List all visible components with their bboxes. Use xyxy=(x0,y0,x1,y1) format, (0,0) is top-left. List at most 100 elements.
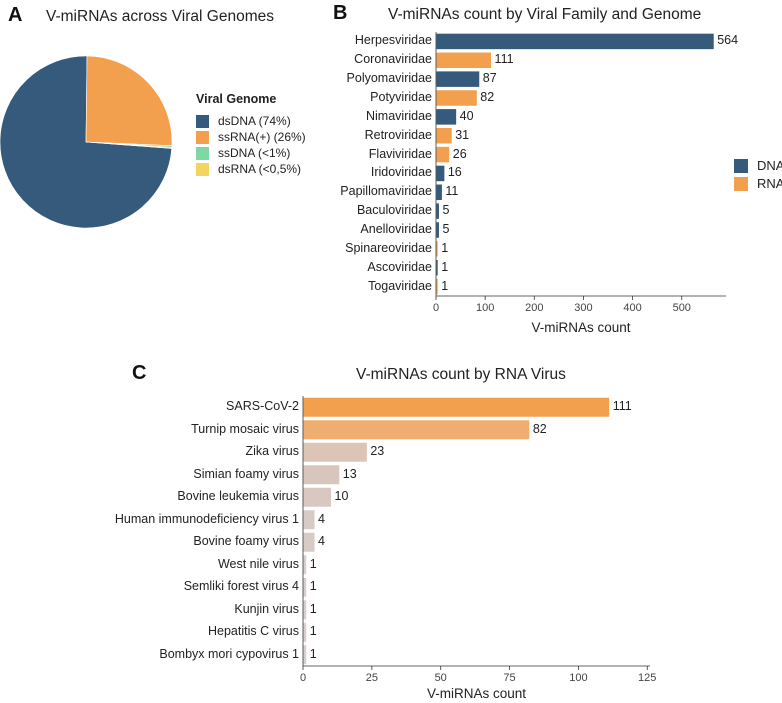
family-value-label: 1 xyxy=(441,278,449,293)
family-bar-spinareoviridae xyxy=(436,241,438,257)
family-value-label: 82 xyxy=(480,90,495,104)
family-bar-ascoviridae xyxy=(436,259,438,276)
rna-virus-bar-west-nile-virus xyxy=(303,555,307,575)
pie-legend-label: dsRNA (<0,5%) xyxy=(218,162,302,176)
family-legend-swatch xyxy=(734,176,748,191)
rna-virus-category-label: West nile virus xyxy=(217,556,299,571)
rna-virus-x-tick-label: 100 xyxy=(569,672,588,684)
pie-legend-item-ssrna-26: ssRNA(+) (26%) xyxy=(196,130,306,144)
rna-virus-category-label: Kunjin virus xyxy=(234,601,299,616)
family-bar-potyviridae xyxy=(436,90,477,106)
rna-virus-category-label: Zika virus xyxy=(245,444,299,459)
pie-legend-item-dsdna-74: dsDNA (74%) xyxy=(196,114,291,128)
family-bar-retroviridae xyxy=(436,127,452,144)
family-category-label: Baculoviridae xyxy=(356,203,432,218)
rna-virus-x-axis-title: V-miRNAs count xyxy=(426,686,527,701)
pie-legend-swatch xyxy=(196,114,209,128)
family-legend-item-dna: DNA xyxy=(734,158,782,173)
family-legend-item-rna: RNA xyxy=(734,176,782,191)
family-bar-polyomaviridae xyxy=(436,71,480,87)
family-x-tick-label: 400 xyxy=(623,302,642,314)
rna-virus-x-tick-label: 75 xyxy=(503,672,516,684)
family-bar-papillomaviridae xyxy=(436,184,442,201)
family-category-label: Togaviridae xyxy=(368,278,432,293)
rna-virus-category-label: Turnip mosaic virus xyxy=(191,421,299,436)
family-chart-title: V-miRNAs count by Viral Family and Genom… xyxy=(388,6,702,23)
rna-virus-value-label: 4 xyxy=(318,511,325,526)
family-value-label: 16 xyxy=(447,165,462,180)
family-legend-label: DNA xyxy=(757,158,782,173)
pie-slice-ssrna-26 xyxy=(85,55,173,147)
rna-virus-x-tick-label: 25 xyxy=(365,672,378,684)
family-category-label: Anelloviridae xyxy=(360,222,432,236)
pie-legend-swatch xyxy=(196,130,209,144)
rna-virus-bar-simian-foamy-virus xyxy=(303,465,340,485)
pie-legend-label: ssDNA (<1%) xyxy=(218,146,291,160)
pie-legend-item-ssdna-1: ssDNA (<1%) xyxy=(196,146,290,160)
pie-legend-swatch xyxy=(196,162,209,176)
rna-virus-bar-bombyx-mori-cypovirus-1 xyxy=(303,645,307,665)
family-value-label: 11 xyxy=(445,184,459,199)
family-x-axis-title: V-miRNAs count xyxy=(531,320,631,335)
pie-legend-label: ssRNA(+) (26%) xyxy=(218,130,306,144)
family-category-label: Potyviridae xyxy=(370,90,432,104)
family-value-label: 31 xyxy=(455,127,470,142)
family-bar-togaviridae xyxy=(436,278,438,295)
family-x-tick-label: 200 xyxy=(525,302,544,314)
family-x-tick-label: 500 xyxy=(672,302,691,314)
rna-virus-value-label: 1 xyxy=(309,646,317,661)
rna-virus-bar-hepatitis-c-virus xyxy=(303,622,307,642)
family-value-label: 87 xyxy=(482,71,497,86)
family-x-tick-label: 300 xyxy=(574,302,593,314)
family-legend-label: RNA xyxy=(757,176,782,191)
rna-virus-value-label: 1 xyxy=(309,601,317,616)
family-bar-anelloviridae xyxy=(436,222,439,238)
rna-virus-x-tick-label: 0 xyxy=(299,672,307,684)
rna-virus-value-label: 1 xyxy=(309,624,317,639)
family-category-label: Flaviviridae xyxy=(368,146,432,161)
family-category-label: Polyomaviridae xyxy=(346,71,432,86)
family-bar-flaviviridae xyxy=(436,146,450,163)
family-x-tick-label: 100 xyxy=(475,302,495,314)
family-category-label: Retroviridae xyxy=(364,127,432,142)
rna-virus-bar-turnip-mosaic-virus xyxy=(303,420,530,440)
family-category-label: Spinareoviridae xyxy=(345,240,432,255)
rna-virus-bar-zika-virus xyxy=(303,442,367,462)
family-category-label: Herpesviridae xyxy=(354,33,432,48)
family-value-label: 564 xyxy=(717,33,739,48)
rna-virus-category-label: Bombyx mori cypovirus 1 xyxy=(159,646,299,661)
rna-virus-category-label: Simian foamy virus xyxy=(193,466,299,481)
panel-letter-c: C xyxy=(132,362,147,384)
family-bar-herpesviridae xyxy=(436,33,714,50)
family-bar-coronaviridae xyxy=(436,52,492,69)
rna-virus-bar-kunjin-virus xyxy=(303,600,307,620)
rna-virus-bar-human-immunodeficiency-virus-1 xyxy=(303,510,315,530)
family-category-label: Coronaviridae xyxy=(354,52,432,67)
rna-virus-value-label: 23 xyxy=(370,444,385,459)
rna-virus-category-label: Hepatitis C virus xyxy=(208,624,299,639)
rna-virus-bar-sars-cov-2 xyxy=(303,397,610,417)
rna-virus-bar-bovine-leukemia-virus xyxy=(303,487,332,507)
family-category-label: Ascoviridae xyxy=(367,259,432,274)
family-category-label: Nimaviridae xyxy=(366,108,432,123)
family-legend-swatch xyxy=(734,158,748,173)
rna-virus-value-label: 4 xyxy=(318,534,325,549)
pie-legend-swatch xyxy=(196,146,209,160)
pie-legend-item-dsrna-0-5: dsRNA (<0,5%) xyxy=(196,162,301,176)
pie-legend-title: Viral Genome xyxy=(196,92,277,106)
panel-letter-a: A xyxy=(8,4,23,26)
family-x-tick-label: 0 xyxy=(432,302,440,314)
family-bar-iridoviridae xyxy=(436,165,445,182)
pie-legend-label: dsDNA (74%) xyxy=(218,114,291,128)
pie-chart xyxy=(0,55,173,229)
family-bar-baculoviridae xyxy=(436,203,439,219)
rna-virus-category-label: Bovine foamy virus xyxy=(193,534,299,549)
rna-virus-value-label: 1 xyxy=(309,579,317,594)
rna-virus-x-tick-label: 50 xyxy=(434,672,447,684)
pie-chart-title: V-miRNAs across Viral Genomes xyxy=(46,8,274,25)
rna-virus-bar-bovine-foamy-virus xyxy=(303,532,315,552)
rna-virus-value-label: 13 xyxy=(342,466,357,481)
family-value-label: 26 xyxy=(452,146,467,161)
